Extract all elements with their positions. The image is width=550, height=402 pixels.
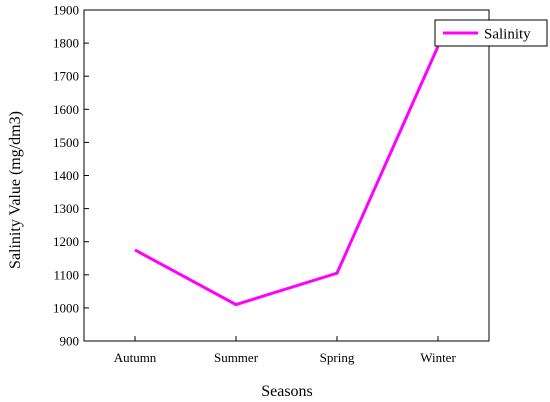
y-tick-label: 1400 <box>53 168 79 183</box>
y-tick-label: 1200 <box>53 234 79 249</box>
y-tick-label: 1600 <box>53 102 79 117</box>
x-axis-ticks: Autumn Summer Spring Winter <box>114 336 456 365</box>
x-tick-label: Spring <box>320 350 355 365</box>
y-tick-label: 1900 <box>53 3 79 18</box>
y-tick-label: 1300 <box>53 201 79 216</box>
y-axis-label: Salinity Value (mg/dm3) <box>7 111 24 269</box>
y-tick-label: 1500 <box>53 135 79 150</box>
x-tick-label: Summer <box>214 350 259 365</box>
y-axis-ticks: 900 1000 1100 1200 1300 1400 1500 1600 1700 1800 1… <box>53 3 89 349</box>
y-tick-label: 1800 <box>53 36 79 51</box>
legend: Salinity <box>434 19 548 47</box>
x-axis-label: Seasons <box>261 383 313 400</box>
plot-frame <box>83 9 490 342</box>
y-tick-label: 900 <box>60 334 80 349</box>
x-tick-label: Autumn <box>114 350 157 365</box>
series-layer <box>134 45 440 307</box>
x-tick-label: Winter <box>420 350 456 365</box>
series-line <box>134 45 440 307</box>
y-tick-label: 1700 <box>53 69 79 84</box>
legend-label: Salinity <box>484 27 531 43</box>
y-tick-label: 1100 <box>53 267 79 282</box>
y-tick-label: 1000 <box>53 300 79 315</box>
